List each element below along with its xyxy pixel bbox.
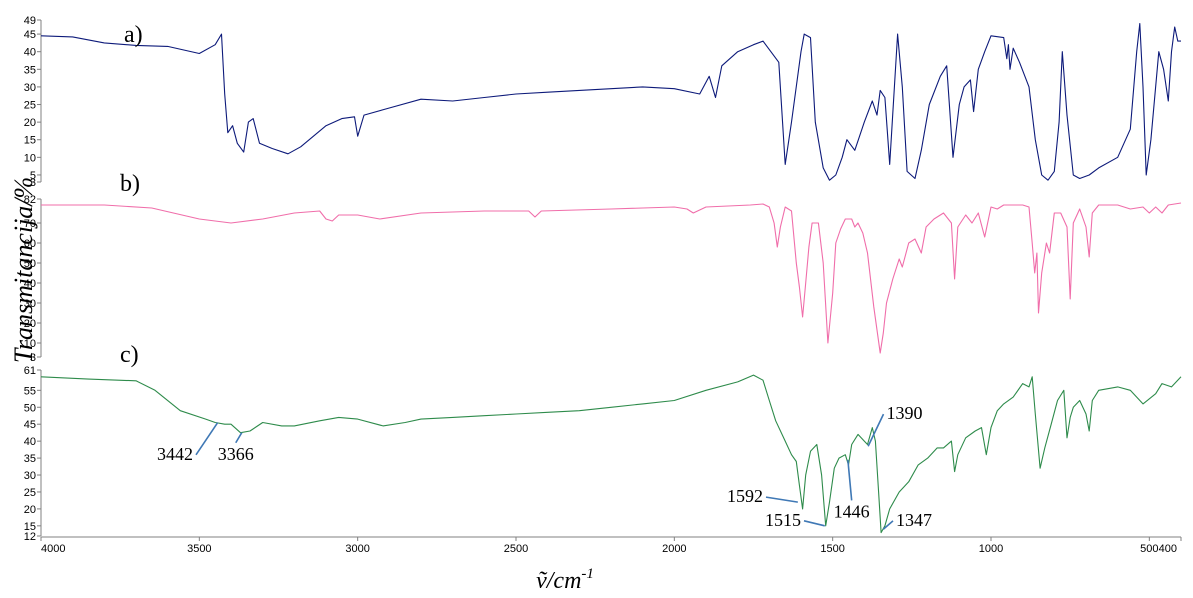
y-tick-label: 20 [24, 504, 36, 516]
annotation-leader [195, 422, 219, 456]
peak-annotation: 1515 [765, 510, 825, 530]
annotation-label: 1347 [896, 510, 932, 530]
y-axis-title: Transmitancija/% [9, 177, 38, 363]
x-axis-title: ṽ/cm-1 [536, 566, 594, 594]
peak-annotation: 3366 [218, 432, 254, 464]
annotation-label: 3442 [157, 444, 193, 464]
y-tick-label: 55 [24, 385, 36, 397]
x-tick-label: 4000 [41, 543, 65, 555]
peak-annotation: 1592 [727, 486, 798, 506]
x-tick-label: 500 [1140, 543, 1158, 555]
x-axis-title-superscript: -1 [581, 566, 594, 582]
x-tick-label: 1000 [979, 543, 1003, 555]
annotation-leader [235, 432, 243, 444]
y-tick-label: 5 [30, 170, 36, 182]
x-tick-label: 3500 [187, 543, 211, 555]
annotation-leader [882, 520, 894, 530]
annotation-leader [867, 413, 885, 447]
y-tick-label: 25 [24, 487, 36, 499]
y-tick-label: 40 [24, 278, 36, 290]
annotation-leader [803, 520, 825, 527]
y-tick-label: 40 [24, 436, 36, 448]
panel-label: a) [124, 22, 143, 48]
peak-annotation: 1390 [867, 403, 923, 447]
y-tick-label: 45 [24, 29, 36, 41]
annotation-label: 1515 [765, 510, 801, 530]
y-tick-label: 35 [24, 64, 36, 76]
y-tick-label: 50 [24, 402, 36, 414]
panel-0: 35 10 15 20 25 30 35 40 45 49 a) [24, 15, 1181, 189]
y-tick-label: 60 [24, 238, 36, 250]
spectrum-line-c [40, 374, 1182, 534]
panels-layer: 35101520253035404549a)31020304050607082b… [24, 15, 1182, 543]
annotation-label: 1592 [727, 486, 763, 506]
y-tick-label: 25 [24, 100, 36, 112]
y-tick-label: 30 [24, 298, 36, 310]
y-tick-label: 30 [24, 470, 36, 482]
y-tick-label: 3 [30, 177, 36, 189]
y-tick-label: 20 [24, 318, 36, 330]
annotation-leader [765, 496, 798, 503]
x-tick-label: 3000 [345, 543, 369, 555]
annotation-label: 1446 [834, 501, 870, 521]
y-tick-label: 49 [24, 15, 36, 27]
y-tick-label: 45 [24, 419, 36, 431]
x-tick-label: 1500 [820, 543, 844, 555]
y-tick-label: 10 [24, 152, 36, 164]
x-tick-label: 2500 [504, 543, 528, 555]
annotation-label: 3366 [218, 444, 254, 464]
y-tick-label: 15 [24, 521, 36, 533]
y-tick-label: 40 [24, 47, 36, 59]
y-tick-label: 35 [24, 453, 36, 465]
panel-label: c) [120, 342, 139, 368]
spectrum-line-b [41, 202, 1182, 354]
panel-label: b) [120, 171, 140, 197]
peak-annotation: 1446 [834, 459, 870, 521]
x-axis-title-main: ṽ/cm [536, 568, 581, 594]
spectrum-line-a [40, 22, 1181, 181]
y-tick-label: 10 [24, 338, 36, 350]
y-tick-label: 50 [24, 258, 36, 270]
panel-1: 3 10 20 30 40 50 60 70 82 b) [24, 171, 1182, 364]
peak-annotation: 1347 [882, 510, 932, 530]
y-tick-label: 30 [24, 82, 36, 94]
peak-annotation: 3442 [157, 422, 219, 464]
y-tick-label: 82 [24, 194, 36, 206]
annotation-leader [847, 459, 853, 501]
x-axis: 4000 3500 3000 2500 2000 1500 1000 500 400 [40, 536, 1182, 555]
y-tick-label: 12 [24, 531, 36, 543]
x-tick-label: 2000 [662, 543, 686, 555]
annotation-label: 1390 [887, 403, 923, 423]
y-tick-label: 70 [24, 218, 36, 230]
y-tick-label: 15 [24, 135, 36, 147]
x-tick-label: 400 [1159, 543, 1177, 555]
y-tick-label: 3 [30, 352, 36, 364]
y-tick-label: 20 [24, 117, 36, 129]
y-tick-label: 61 [24, 365, 36, 377]
